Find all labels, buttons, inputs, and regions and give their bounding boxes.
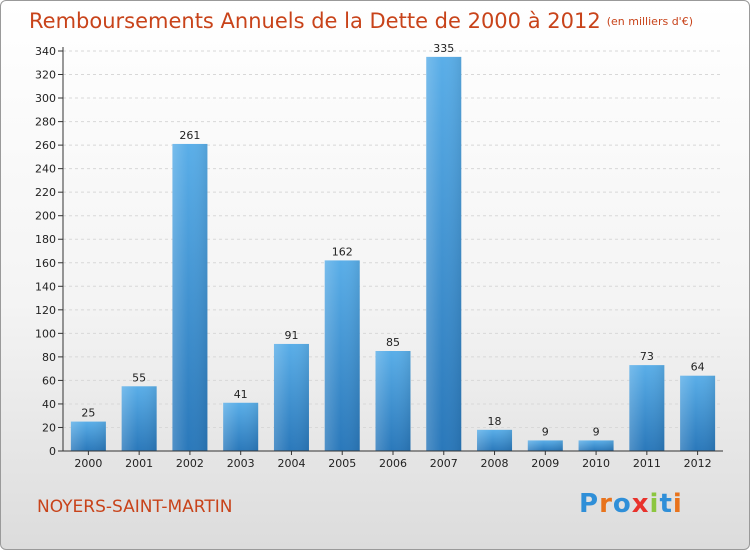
y-tick-label: 180 bbox=[35, 233, 56, 246]
y-tick-label: 280 bbox=[35, 116, 56, 129]
y-tick-label: 140 bbox=[35, 280, 56, 293]
bar-shade bbox=[324, 260, 360, 451]
bar-shade bbox=[477, 429, 513, 451]
y-tick-label: 240 bbox=[35, 163, 56, 176]
logo-letter: t bbox=[659, 489, 673, 519]
logo-letter: x bbox=[631, 489, 650, 519]
data-label: 91 bbox=[284, 329, 298, 342]
y-tick-label: 120 bbox=[35, 304, 56, 317]
bar-shade bbox=[375, 351, 411, 451]
y-tick-label: 320 bbox=[35, 69, 56, 82]
bar-shade bbox=[426, 56, 462, 451]
y-tick-label: 0 bbox=[49, 445, 56, 458]
y-tick-label: 20 bbox=[42, 421, 56, 434]
logo-letter: o bbox=[612, 489, 632, 519]
y-tick-label: 60 bbox=[42, 374, 56, 387]
y-tick-label: 100 bbox=[35, 327, 56, 340]
logo-letter: r bbox=[599, 489, 613, 519]
x-tick-label: 2007 bbox=[430, 457, 458, 470]
chart-subtitle: (en milliers d'€) bbox=[606, 15, 693, 28]
logo-letter: i bbox=[649, 489, 660, 519]
bar-layer bbox=[70, 56, 716, 452]
axis-layer: 0 20 40 60 80 100 120 140 160 180 200 220 240 260 280 3… bbox=[35, 45, 723, 470]
bar-shade bbox=[70, 421, 106, 451]
x-tick-label: 2008 bbox=[481, 457, 509, 470]
y-tick-label: 80 bbox=[42, 351, 56, 364]
x-tick-label: 2011 bbox=[633, 457, 661, 470]
data-label: 25 bbox=[81, 407, 95, 420]
title-text: Remboursements Annuels de la Dette de 20… bbox=[29, 9, 601, 33]
y-tick-label: 160 bbox=[35, 257, 56, 270]
y-tick-label: 260 bbox=[35, 139, 56, 152]
x-tick-label: 2012 bbox=[684, 457, 712, 470]
bar-shade bbox=[527, 440, 563, 451]
data-label: 162 bbox=[332, 245, 353, 258]
data-label: 9 bbox=[593, 425, 600, 438]
bar-shade bbox=[121, 386, 157, 451]
y-tick-label: 40 bbox=[42, 398, 56, 411]
data-label: 41 bbox=[234, 388, 248, 401]
data-label: 18 bbox=[488, 415, 502, 428]
commune-name: NOYERS-SAINT-MARTIN bbox=[37, 497, 233, 517]
data-label: 64 bbox=[691, 361, 705, 374]
data-label: 335 bbox=[433, 42, 454, 55]
proxiti-logo: Proxiti bbox=[579, 489, 683, 519]
logo-letter: P bbox=[579, 489, 600, 519]
bar-shade bbox=[273, 343, 309, 451]
x-tick-label: 2003 bbox=[227, 457, 255, 470]
bar-shade bbox=[578, 440, 614, 451]
x-tick-label: 2000 bbox=[74, 457, 102, 470]
x-tick-label: 2010 bbox=[582, 457, 610, 470]
x-tick-label: 2002 bbox=[176, 457, 204, 470]
bar-shade bbox=[680, 375, 716, 451]
y-tick-label: 340 bbox=[35, 45, 56, 58]
bar-shade bbox=[223, 402, 259, 451]
x-tick-label: 2009 bbox=[531, 457, 559, 470]
data-label: 73 bbox=[640, 350, 654, 363]
data-label: 55 bbox=[132, 371, 146, 384]
y-tick-label: 220 bbox=[35, 186, 56, 199]
bar-shade bbox=[172, 143, 208, 452]
chart-title: Remboursements Annuels de la Dette de 20… bbox=[29, 9, 693, 33]
x-tick-label: 2004 bbox=[277, 457, 305, 470]
x-tick-label: 2006 bbox=[379, 457, 407, 470]
data-label: 261 bbox=[179, 129, 200, 142]
data-label: 85 bbox=[386, 336, 400, 349]
data-label: 9 bbox=[542, 425, 549, 438]
label-layer: 25 55 261 41 91 162 85 335 18 9 9 73 64 bbox=[81, 42, 704, 439]
x-tick-label: 2005 bbox=[328, 457, 356, 470]
logo-letter: i bbox=[672, 489, 683, 519]
y-tick-label: 300 bbox=[35, 92, 56, 105]
y-tick-label: 200 bbox=[35, 210, 56, 223]
x-tick-label: 2001 bbox=[125, 457, 153, 470]
bar-shade bbox=[629, 365, 665, 451]
